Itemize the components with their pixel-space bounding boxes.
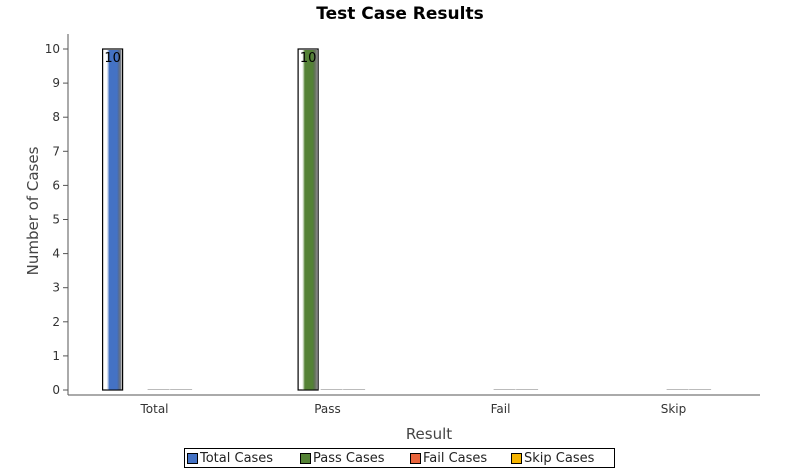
x-tick-label: Skip bbox=[661, 402, 687, 416]
legend-label: Pass Cases bbox=[313, 450, 385, 466]
legend-swatch bbox=[410, 452, 421, 464]
y-tick-label: 1 bbox=[52, 349, 60, 363]
legend: Total Cases Pass Cases Fail Cases Skip Case… bbox=[184, 448, 615, 468]
y-ticks: 0 1 2 3 4 5 6 7 8 9 10 bbox=[45, 42, 68, 397]
y-tick-label: 7 bbox=[52, 144, 60, 158]
legend-item: Pass Cases bbox=[300, 449, 410, 467]
y-tick-label: 2 bbox=[52, 315, 60, 329]
legend-swatch bbox=[187, 452, 198, 464]
y-tick-label: 6 bbox=[52, 178, 60, 192]
y-tick-label: 4 bbox=[52, 247, 60, 261]
y-tick-label: 5 bbox=[52, 213, 60, 227]
bar bbox=[106, 50, 122, 390]
legend-label: Total Cases bbox=[200, 450, 274, 466]
legend-swatch bbox=[511, 452, 522, 464]
y-tick-label: 8 bbox=[52, 110, 60, 124]
data-label: 10 bbox=[300, 51, 317, 66]
legend-item: Total Cases bbox=[187, 449, 300, 467]
x-ticks: Total Pass Fail Skip bbox=[139, 402, 686, 416]
y-tick-label: 0 bbox=[52, 383, 60, 397]
y-tick-label: 10 bbox=[45, 42, 60, 56]
legend-label: Skip Cases bbox=[524, 450, 595, 466]
y-tick-label: 3 bbox=[52, 281, 60, 295]
y-axis-title: Number of Cases bbox=[24, 146, 42, 275]
x-tick-label: Fail bbox=[491, 402, 511, 416]
data-labels: 10 10 bbox=[104, 51, 316, 66]
bar-chart: Test Case Results 0 1 2 3 4 5 6 7 8 9 10 Total Pass… bbox=[24, 4, 760, 443]
x-axis-title: Result bbox=[406, 425, 452, 443]
legend-item: Fail Cases bbox=[410, 449, 511, 467]
x-tick-label: Pass bbox=[314, 402, 341, 416]
x-tick-label: Total bbox=[139, 402, 168, 416]
legend-item: Skip Cases bbox=[511, 449, 611, 467]
plot-area: 0 1 2 3 4 5 6 7 8 9 10 Total Pass Fail Skip 10 10 bbox=[45, 34, 760, 416]
legend-swatch bbox=[300, 452, 311, 464]
legend-label: Fail Cases bbox=[423, 450, 488, 466]
bars bbox=[101, 48, 712, 391]
bar bbox=[302, 50, 318, 390]
y-tick-label: 9 bbox=[52, 76, 60, 90]
chart-title: Test Case Results bbox=[316, 4, 483, 24]
data-label: 10 bbox=[104, 51, 121, 66]
